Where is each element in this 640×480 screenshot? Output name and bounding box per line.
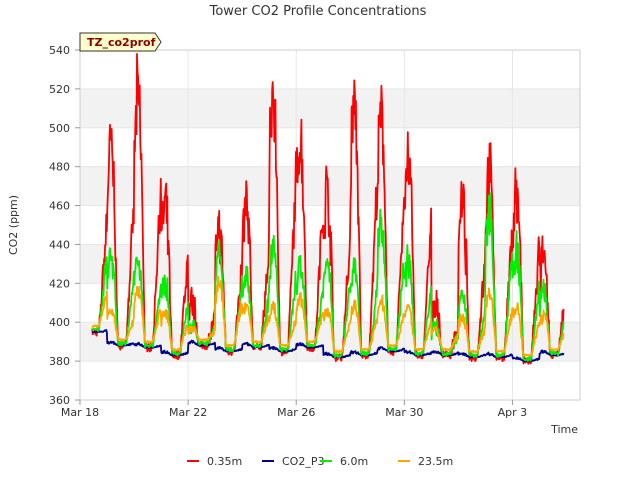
y-band (80, 88, 580, 128)
x-tick-label: Apr 3 (498, 406, 528, 419)
x-axis-label: Time (550, 423, 578, 436)
series-line-CO2_P3 (91, 328, 565, 363)
x-tick-label: Mar 18 (61, 406, 99, 419)
legend-label: CO2_P3 (282, 455, 324, 468)
legend: 0.35m CO2_P3 6.0m 23.5m (187, 455, 453, 468)
plot-border (79, 49, 581, 401)
x-tick-label: Mar 22 (169, 406, 207, 419)
y-tick-label: 540 (49, 44, 70, 57)
y-tick-label: 420 (49, 277, 70, 290)
y-tick-label: 400 (49, 316, 70, 329)
legend-label: 23.5m (418, 455, 453, 468)
y-tick-label: 440 (49, 238, 70, 251)
x-axis: Mar 18 Mar 22 Mar 26 Mar 30 Apr 3 (61, 400, 527, 419)
y-tick-label: 500 (49, 122, 70, 135)
tag-box: TZ_co2prof (79, 32, 162, 52)
x-tick-label: Mar 30 (385, 406, 423, 419)
chart-title: Tower CO2 Profile Concentrations (209, 4, 427, 19)
y-tick-label: 520 (49, 83, 70, 96)
legend-label: 6.0m (340, 455, 368, 468)
series-group (91, 53, 565, 365)
legend-label: 0.35m (207, 455, 242, 468)
y-tick-label: 480 (49, 161, 70, 174)
tag-box-shape (79, 32, 162, 52)
x-tick-label: Mar 26 (277, 406, 315, 419)
series-line-23.5m (91, 275, 565, 357)
y-tick-label: 460 (49, 200, 70, 213)
y-axis: 360 380 400 420 440 460 480 500 520 540 (49, 44, 80, 407)
y-tick-label: 380 (49, 355, 70, 368)
tag-label: TZ_co2prof (87, 36, 156, 49)
y-tick-label: 360 (49, 394, 70, 407)
y-band (80, 166, 580, 206)
y-axis-label: CO2 (ppm) (7, 195, 20, 255)
